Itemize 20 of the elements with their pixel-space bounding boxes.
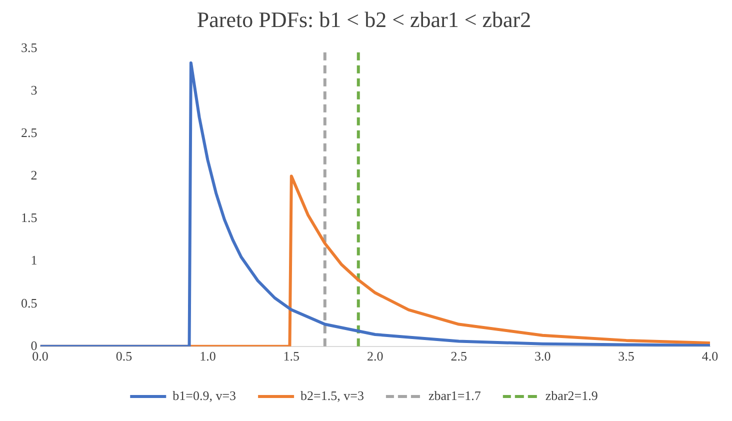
x-tick-label: 2.0 [367, 348, 384, 364]
legend-label: zbar1=1.7 [428, 388, 482, 403]
legend-label: b2=1.5, v=3 [300, 388, 364, 403]
x-tick-label: 3.5 [618, 348, 634, 364]
x-tick-label: 4.0 [702, 348, 718, 364]
x-tick-label: 1.5 [283, 348, 300, 364]
y-tick-label: 2.5 [21, 124, 38, 140]
x-tick-label: 0.5 [116, 348, 132, 364]
x-tick-label: 2.5 [450, 348, 467, 364]
y-tick-label: 1 [30, 252, 38, 268]
y-tick-label: 3 [30, 82, 38, 98]
legend-label: zbar2=1.9 [545, 388, 598, 403]
y-tick-label: 2 [30, 168, 38, 183]
x-tick-label: 3.0 [534, 348, 551, 364]
legend-label: b1=0.9, v=3 [172, 388, 236, 403]
y-tick-label: 1.5 [21, 210, 38, 226]
y-tick-label: 0.5 [21, 295, 38, 310]
x-tick-label: 1.0 [200, 348, 216, 364]
chart-title: Pareto PDFs: b1 < b2 < zbar1 < zbar2 [196, 6, 532, 32]
y-tick-label: 3.5 [21, 40, 38, 55]
